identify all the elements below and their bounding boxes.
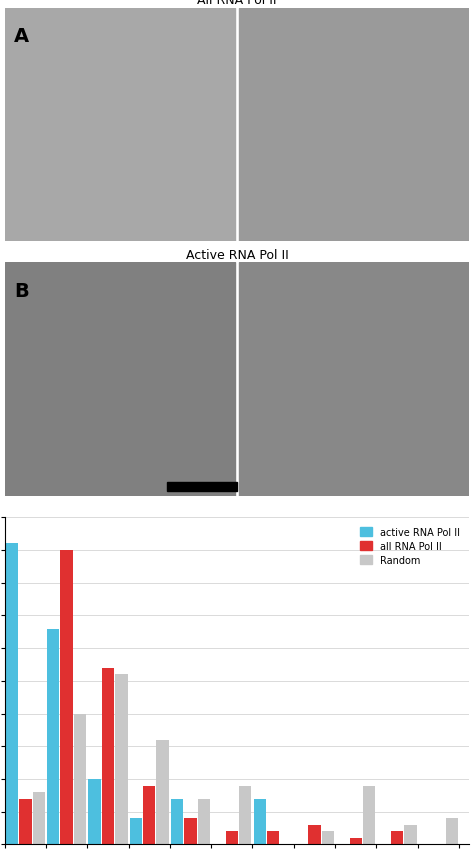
- Bar: [47, 629, 59, 844]
- Bar: [61, 550, 73, 844]
- Bar: [6, 544, 18, 844]
- Bar: [308, 825, 320, 844]
- Text: B: B: [14, 281, 29, 301]
- Bar: [391, 832, 403, 844]
- Bar: [363, 786, 375, 844]
- Bar: [171, 798, 183, 844]
- Title: Active RNA Pol II: Active RNA Pol II: [186, 249, 288, 262]
- Title: All RNA Pol II: All RNA Pol II: [197, 0, 277, 8]
- Bar: [5, 9, 235, 242]
- Legend: active RNA Pol II, all RNA Pol II, Random: active RNA Pol II, all RNA Pol II, Rando…: [355, 523, 465, 570]
- Bar: [239, 263, 469, 496]
- Bar: [19, 798, 32, 844]
- Bar: [88, 779, 101, 844]
- Bar: [198, 798, 210, 844]
- Bar: [33, 792, 45, 844]
- Bar: [115, 675, 128, 844]
- Bar: [239, 786, 251, 844]
- Bar: [74, 714, 86, 844]
- Bar: [267, 832, 279, 844]
- Bar: [226, 832, 238, 844]
- Bar: [404, 825, 417, 844]
- Bar: [254, 798, 266, 844]
- Bar: [167, 483, 237, 492]
- Bar: [184, 818, 197, 844]
- Bar: [349, 838, 362, 844]
- Bar: [5, 263, 235, 496]
- Bar: [446, 818, 458, 844]
- Bar: [102, 668, 114, 844]
- Bar: [239, 9, 469, 242]
- Bar: [322, 832, 334, 844]
- Bar: [143, 786, 155, 844]
- Bar: [130, 818, 142, 844]
- Text: A: A: [14, 27, 29, 46]
- Bar: [156, 740, 169, 844]
